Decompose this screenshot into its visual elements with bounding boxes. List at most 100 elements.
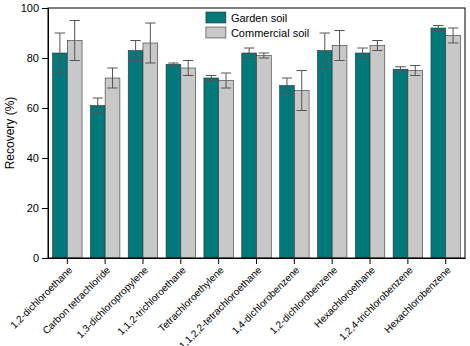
error-bar-line bbox=[334, 31, 344, 61]
y-tick-label: 80 bbox=[27, 52, 39, 64]
error-bar-line bbox=[395, 67, 405, 72]
bar bbox=[408, 71, 423, 259]
plot-frame bbox=[48, 8, 465, 258]
marks bbox=[53, 21, 461, 259]
y-axis-title: Recovery (%) bbox=[3, 97, 17, 170]
x-tick-mark bbox=[370, 258, 371, 264]
x-tick-mark bbox=[142, 258, 143, 264]
x-axis: 1,2-dichloroethaneCarbon tetrachloride1,… bbox=[8, 258, 465, 346]
y-tick: 20 bbox=[27, 202, 48, 214]
x-tick: Carbon tetrachloride bbox=[40, 258, 112, 336]
error-bar-line bbox=[168, 63, 178, 66]
y-tick-label: 20 bbox=[27, 202, 39, 214]
y-tick-label: 100 bbox=[21, 2, 39, 14]
error-bar-line bbox=[183, 61, 193, 76]
legend-item: Commercial soil bbox=[206, 27, 309, 39]
bar bbox=[294, 91, 309, 259]
y-axis: 0 20 40 60 80 100 bbox=[21, 2, 49, 264]
x-tick-label: Tetrachloroethylene bbox=[156, 264, 226, 334]
error-bar-line bbox=[433, 26, 443, 31]
error-bar-line bbox=[221, 73, 231, 88]
bar bbox=[280, 86, 295, 259]
x-tick-mark bbox=[218, 258, 219, 264]
bar bbox=[257, 56, 272, 259]
x-tick: 1,1,2,2-tetrachloroethane bbox=[177, 258, 264, 346]
y-tick: 80 bbox=[27, 52, 48, 64]
x-tick-mark bbox=[67, 258, 68, 264]
bar bbox=[393, 69, 408, 258]
error-bar-line bbox=[244, 48, 254, 58]
bar bbox=[181, 68, 196, 258]
y-tick: 60 bbox=[27, 102, 48, 114]
bar bbox=[355, 53, 370, 258]
x-tick-mark bbox=[407, 258, 408, 264]
error-bar-line bbox=[372, 41, 382, 51]
x-tick-mark bbox=[180, 258, 181, 264]
error-bar bbox=[297, 71, 307, 111]
x-tick: 1,2-dichloroethane bbox=[8, 258, 75, 331]
y-tick-label: 0 bbox=[33, 252, 39, 264]
error-bar bbox=[433, 26, 443, 31]
error-bar-line bbox=[70, 21, 80, 61]
error-bar bbox=[183, 61, 193, 76]
x-tick-label: 1,1,2,2-tetrachloroethane bbox=[177, 264, 264, 346]
y-axis-line bbox=[48, 9, 49, 259]
bar bbox=[332, 46, 347, 259]
error-bar bbox=[259, 53, 269, 58]
error-bar-line bbox=[55, 33, 65, 73]
error-bar-line bbox=[282, 78, 292, 93]
bar bbox=[67, 41, 82, 259]
bar bbox=[53, 53, 68, 258]
x-tick-mark bbox=[294, 258, 295, 264]
error-bar bbox=[70, 21, 80, 61]
y-tick-label: 60 bbox=[27, 102, 39, 114]
y-tick-mark bbox=[42, 208, 48, 209]
error-bar bbox=[320, 33, 330, 68]
y-tick-label: 40 bbox=[27, 152, 39, 164]
y-tick-mark bbox=[42, 158, 48, 159]
x-tick-label: 1,2-dichloroethane bbox=[8, 264, 75, 331]
x-tick: Hexachlorobenzene bbox=[382, 258, 453, 335]
error-bar bbox=[357, 48, 367, 58]
error-bar bbox=[107, 68, 117, 88]
bar bbox=[219, 81, 234, 259]
bar bbox=[317, 51, 332, 259]
error-bar-line bbox=[93, 98, 103, 113]
error-bar-line bbox=[320, 33, 330, 68]
chart: 0 20 40 60 80 100 1,2-dichloroethaneCarbon tet… bbox=[0, 0, 470, 346]
error-bar-line bbox=[357, 48, 367, 58]
error-bar-line bbox=[410, 66, 420, 76]
bar bbox=[128, 51, 143, 259]
error-bar-line bbox=[130, 41, 140, 61]
x-tick-label: 1,1,2-trichloroethane bbox=[115, 264, 188, 337]
error-bar bbox=[395, 67, 405, 72]
error-bar bbox=[244, 48, 254, 58]
error-bar-line bbox=[259, 53, 269, 58]
error-bar-line bbox=[107, 68, 117, 88]
error-bar bbox=[145, 23, 155, 63]
x-tick-label: 1,2,4-trichlorobenzene bbox=[337, 264, 415, 342]
x-tick-mark bbox=[332, 258, 333, 264]
x-tick: 1,1,2-trichloroethane bbox=[115, 258, 188, 337]
error-bar bbox=[55, 33, 65, 73]
y-tick: 0 bbox=[33, 252, 48, 264]
y-tick-mark bbox=[42, 58, 48, 59]
error-bar bbox=[372, 41, 382, 51]
error-bar bbox=[334, 31, 344, 61]
error-bar-line bbox=[448, 28, 458, 43]
x-tick-label: Hexachloroethane bbox=[312, 264, 377, 329]
error-bar bbox=[130, 41, 140, 61]
x-tick-label: Carbon tetrachloride bbox=[40, 264, 112, 336]
x-tick-label: 1,4-dichlorobenzene bbox=[230, 264, 302, 336]
x-tick: 1,2-dichlorobenzene bbox=[267, 258, 339, 336]
bar bbox=[446, 36, 461, 259]
x-tick: 1,3-dichloropropylene bbox=[74, 258, 150, 340]
error-bar bbox=[282, 78, 292, 93]
legend-swatch bbox=[206, 12, 226, 23]
series-1 bbox=[67, 21, 460, 259]
x-tick-label: 1,2-dichlorobenzene bbox=[267, 264, 339, 336]
error-bar bbox=[206, 76, 216, 81]
legend: Garden soilCommercial soil bbox=[206, 12, 309, 39]
y-tick: 100 bbox=[21, 2, 48, 14]
y-tick-mark bbox=[42, 108, 48, 109]
